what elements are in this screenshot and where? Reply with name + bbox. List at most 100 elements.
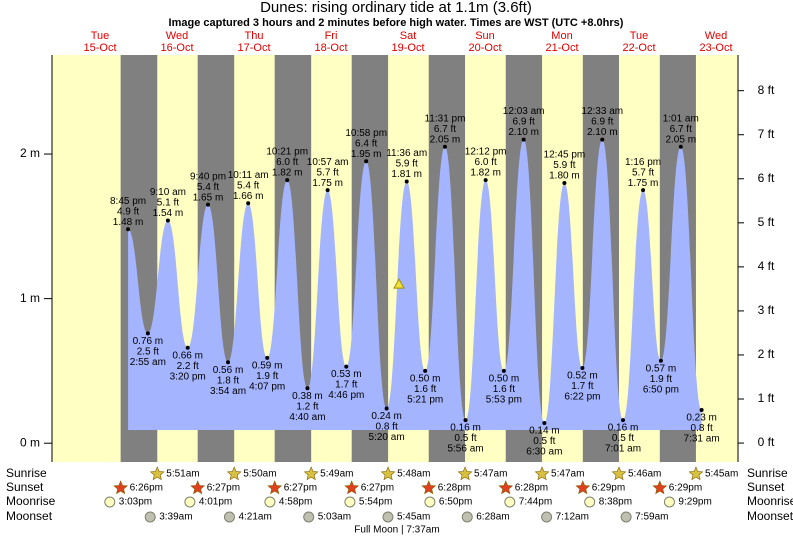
tide-point <box>423 368 428 373</box>
y-tick-label: 2 m <box>20 146 40 160</box>
tide-label: 10:11 am <box>228 170 269 181</box>
tide-label: 0.5 ft <box>612 433 634 444</box>
current-level-marker <box>393 278 405 289</box>
tide-label: 8:45 pm <box>110 196 146 207</box>
tide-label: 1.54 m <box>153 208 184 219</box>
tide-label: 1.7 ft <box>335 380 357 391</box>
astro-time: 6:27pm <box>207 483 240 494</box>
tide-label: 0.5 ft <box>533 436 555 447</box>
astro-time: 6:29pm <box>669 483 702 494</box>
star-icon <box>267 480 283 495</box>
astro-time: 6:29pm <box>592 483 625 494</box>
astro-time: 6:28pm <box>515 483 548 494</box>
tide-label: 1.9 ft <box>256 371 278 382</box>
tide-label: 9:40 pm <box>190 171 226 182</box>
day-date: 20-Oct <box>468 42 501 54</box>
tide-label: 1.48 m <box>113 217 144 228</box>
day-weekday: Tue <box>91 30 110 42</box>
star-icon <box>575 480 591 495</box>
moon-icon <box>264 496 276 508</box>
star-icon <box>344 480 360 495</box>
tide-point <box>463 418 468 423</box>
tide-label: 1.95 m <box>351 149 382 160</box>
tide-label: 0.16 m <box>608 423 639 434</box>
tide-point <box>483 178 488 183</box>
tide-label: 5:56 am <box>447 444 483 455</box>
tide-point <box>521 137 526 142</box>
moon-icon <box>184 496 196 508</box>
tide-point <box>364 159 369 164</box>
tide-label: 2.05 m <box>665 134 696 145</box>
day-date: 15-Oct <box>83 42 116 54</box>
star-icon <box>611 466 627 481</box>
tide-point <box>699 407 704 412</box>
tide-label: 5.4 ft <box>237 180 259 191</box>
astro-time: 5:47am <box>551 469 584 480</box>
tide-label: 0.38 m <box>292 391 323 402</box>
y2-tick-label: 7 ft <box>758 127 775 141</box>
tide-label: 1:16 pm <box>625 157 661 168</box>
day-date: 19-Oct <box>391 42 424 54</box>
day-weekday: Mon <box>551 30 572 42</box>
tide-label: 5.7 ft <box>317 167 339 178</box>
tide-label: 1.82 m <box>470 168 501 179</box>
tide-label: 6.9 ft <box>591 117 613 128</box>
day-date: 18-Oct <box>314 42 347 54</box>
astro-time: 5:51am <box>166 469 199 480</box>
tide-point <box>641 188 646 193</box>
tide-label: 0.53 m <box>331 369 362 380</box>
day-weekday: Sun <box>475 30 495 42</box>
star-icon <box>380 466 396 481</box>
day-date: 22-Oct <box>622 42 655 54</box>
moon-icon <box>344 496 356 508</box>
tide-label: 6.9 ft <box>513 117 535 128</box>
tide-label: 0.52 m <box>567 371 598 382</box>
tide-label: 2.5 ft <box>137 346 159 357</box>
tide-label: 5.9 ft <box>396 159 418 170</box>
tide-label: 6:22 pm <box>564 392 600 403</box>
tide-label: 5:53 pm <box>486 395 522 406</box>
astro-time: 6:26pm <box>130 483 163 494</box>
tide-label: 1.6 ft <box>493 384 515 395</box>
tide-label: 6.0 ft <box>276 157 298 168</box>
tide-label: 11:36 am <box>386 148 427 159</box>
tide-point <box>542 420 547 425</box>
tide-label: 7:01 am <box>605 444 641 455</box>
day-date: 16-Oct <box>160 42 193 54</box>
tide-label: 1.81 m <box>391 169 422 180</box>
tide-label: 5.9 ft <box>553 160 575 171</box>
astro-time: 5:49am <box>320 469 353 480</box>
tide-label: 12:45 pm <box>544 150 586 161</box>
tide-label: 12:33 am <box>581 106 623 117</box>
star-icon <box>534 466 550 481</box>
day-date: 21-Oct <box>545 42 578 54</box>
astro-time: 5:46am <box>628 469 661 480</box>
astro-time: 7:59am <box>635 512 668 523</box>
tide-label: 1.66 m <box>233 191 264 202</box>
y2-tick-label: 2 ft <box>758 347 775 361</box>
tide-label: 0.16 m <box>450 423 481 434</box>
tide-label: 6:30 am <box>526 447 562 458</box>
astro-time: 4:01pm <box>199 497 232 508</box>
y2-tick-label: 4 ft <box>758 259 775 273</box>
tide-label: 0.76 m <box>133 336 164 347</box>
day-weekday: Wed <box>705 30 727 42</box>
tide-label: 0.24 m <box>371 411 402 422</box>
astro-time: 5:50am <box>243 469 276 480</box>
tide-label: 5.7 ft <box>632 167 654 178</box>
tide-label: 1.9 ft <box>650 374 672 385</box>
moon-icon <box>504 496 516 508</box>
tide-label: 6.4 ft <box>355 138 377 149</box>
row-label: Moonset <box>6 509 53 523</box>
astro-time: 8:38pm <box>599 497 632 508</box>
row-label: Sunset <box>6 480 44 494</box>
tide-label: 2.2 ft <box>177 361 199 372</box>
tide-label: 4:40 am <box>289 412 325 423</box>
tide-label: 0.5 ft <box>454 433 476 444</box>
astro-time: 9:29pm <box>678 497 711 508</box>
tide-label: 5:20 am <box>369 432 405 443</box>
row-label: Moonrise <box>747 494 793 508</box>
tide-point <box>325 188 330 193</box>
astro-time: 5:45am <box>397 512 430 523</box>
tide-label: 10:58 pm <box>345 128 387 139</box>
